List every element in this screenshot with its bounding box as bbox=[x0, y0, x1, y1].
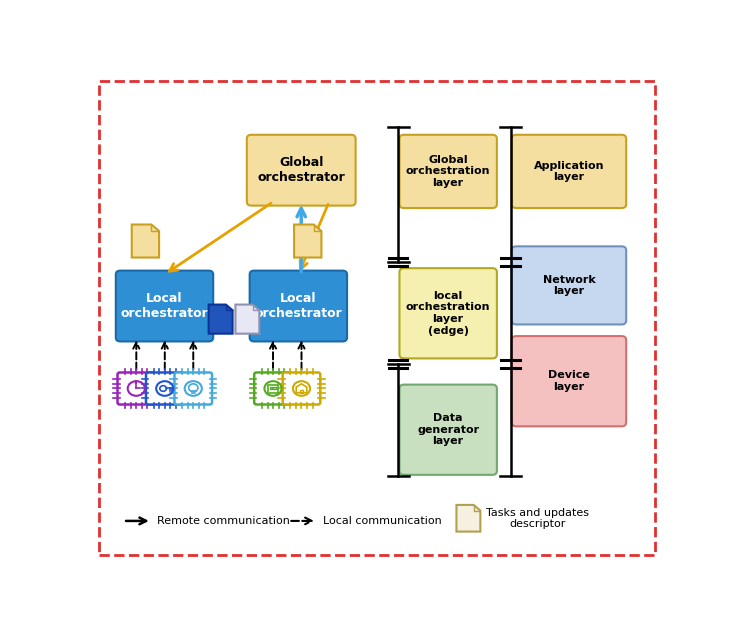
Text: Local
orchestrator: Local orchestrator bbox=[121, 292, 209, 320]
Text: Device
layer: Device layer bbox=[548, 370, 590, 392]
FancyBboxPatch shape bbox=[400, 135, 497, 208]
Text: Application
layer: Application layer bbox=[534, 161, 604, 182]
FancyBboxPatch shape bbox=[283, 372, 320, 404]
Polygon shape bbox=[209, 304, 232, 334]
FancyBboxPatch shape bbox=[400, 268, 497, 358]
Text: Local
orchestrator: Local orchestrator bbox=[254, 292, 343, 320]
FancyBboxPatch shape bbox=[400, 384, 497, 475]
FancyBboxPatch shape bbox=[146, 372, 184, 404]
Text: local
orchestration
layer
(edge): local orchestration layer (edge) bbox=[406, 291, 490, 336]
Text: Global
orchestration
layer: Global orchestration layer bbox=[406, 155, 490, 188]
FancyBboxPatch shape bbox=[116, 271, 213, 341]
FancyBboxPatch shape bbox=[512, 135, 626, 208]
Polygon shape bbox=[456, 505, 481, 532]
FancyBboxPatch shape bbox=[512, 336, 626, 427]
Polygon shape bbox=[132, 224, 159, 258]
FancyBboxPatch shape bbox=[118, 372, 155, 404]
Text: Tasks and updates
descriptor: Tasks and updates descriptor bbox=[486, 508, 589, 529]
Text: Remote communication: Remote communication bbox=[157, 516, 290, 526]
FancyBboxPatch shape bbox=[247, 135, 356, 205]
FancyBboxPatch shape bbox=[250, 271, 347, 341]
FancyBboxPatch shape bbox=[254, 372, 292, 404]
Text: Global
orchestrator: Global orchestrator bbox=[257, 156, 345, 184]
FancyBboxPatch shape bbox=[512, 246, 626, 324]
Text: Local communication: Local communication bbox=[323, 516, 441, 526]
Text: Network
layer: Network layer bbox=[542, 275, 595, 296]
Text: Data
generator
layer: Data generator layer bbox=[417, 413, 479, 446]
FancyBboxPatch shape bbox=[174, 372, 212, 404]
Polygon shape bbox=[294, 224, 321, 258]
Polygon shape bbox=[235, 304, 259, 334]
